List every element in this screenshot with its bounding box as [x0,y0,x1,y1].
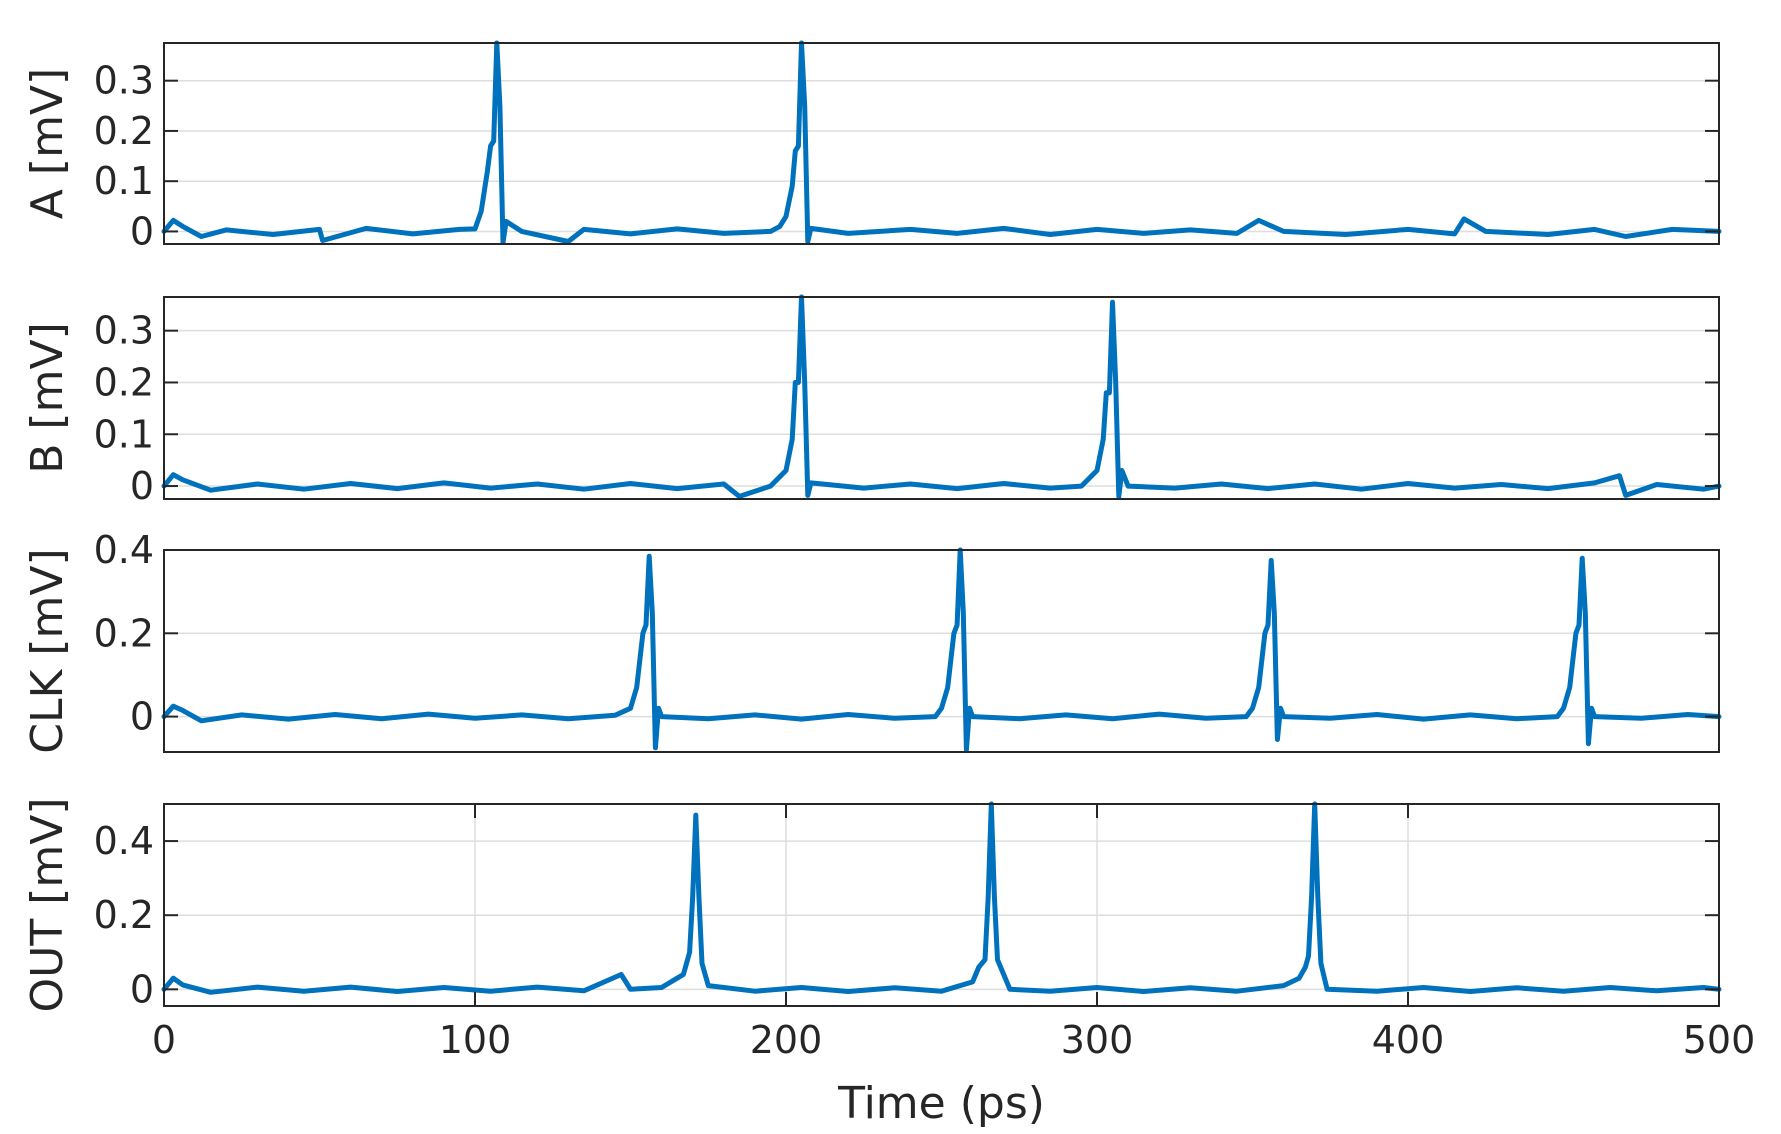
y-tick-label: 0.1 [94,412,154,456]
signal-trace [161,801,1722,995]
y-tick-label: 0 [130,209,154,253]
x-tick-label: 500 [1683,1018,1756,1062]
y-tick-label: 0 [130,967,154,1011]
x-tick-label: 200 [750,1018,823,1062]
axes-frame [163,296,1720,500]
axes-frame [163,42,1720,245]
x-tick-label: 300 [1061,1018,1134,1062]
y-tick-label: 0.3 [94,309,154,353]
axes-frame [163,803,1720,1007]
panel-0: 0 0.1 0.2 0.3 A [mV] [22,40,1722,253]
y-tick-label: 0 [130,464,154,508]
axes-frame [163,549,1720,753]
x-axis-label: Time (ps) [837,1078,1045,1129]
y-tick-label: 0.2 [94,611,154,655]
y-tick-label: 0.3 [94,59,154,103]
y-tick-label: 0.2 [94,109,154,153]
y-axis-label: B [mV] [22,322,73,473]
y-axis-label: CLK [mV] [22,548,73,753]
y-axis-label: A [mV] [22,68,73,219]
y-axis-label: OUT [mV] [22,798,73,1013]
x-tick-label: 0 [152,1018,176,1062]
panel-2: 0 0.2 0.4 CLK [mV] [22,528,1722,754]
y-tick-label: 0.4 [94,819,154,863]
y-tick-label: 0 [130,695,154,739]
y-tick-label: 0.1 [94,159,154,203]
panel-1: 0 0.1 0.2 0.3 B [mV] [22,294,1722,508]
y-tick-label: 0.2 [94,360,154,404]
x-tick-label: 100 [439,1018,512,1062]
y-tick-label: 0.4 [94,528,154,572]
panel-3: 0 0.2 0.4 0 100 200 300 400 500 OUT [mV] Time (ps) [22,798,1755,1130]
signal-trace [161,294,1722,499]
signal-trace [161,40,1722,245]
y-tick-label: 0.2 [94,893,154,937]
x-tick-label: 400 [1372,1018,1445,1062]
signal-trace [161,547,1722,753]
